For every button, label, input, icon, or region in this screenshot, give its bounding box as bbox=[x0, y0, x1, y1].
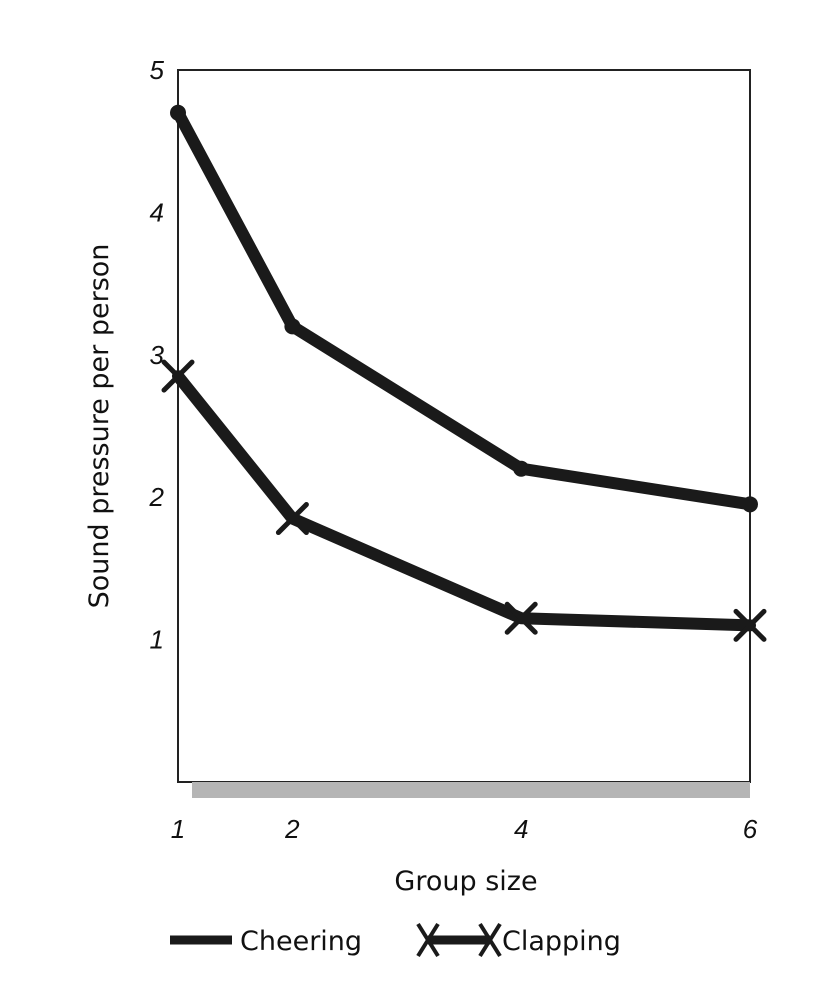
data-point-cheering bbox=[170, 104, 186, 121]
x-tick-label: 6 bbox=[743, 814, 758, 844]
y-axis-title: Sound pressure per person bbox=[84, 244, 115, 609]
legend: Cheering Clapping bbox=[170, 922, 621, 958]
data-point-cheering bbox=[742, 496, 758, 513]
x-tick-label: 4 bbox=[514, 814, 528, 844]
y-tick-label: 1 bbox=[150, 625, 164, 655]
x-axis-band bbox=[192, 782, 750, 798]
series-layer bbox=[161, 104, 767, 642]
series-line-cheering bbox=[172, 106, 756, 511]
x-tick-label: 2 bbox=[284, 814, 300, 844]
x-tick-labels: 1 2 4 6 bbox=[171, 814, 758, 844]
data-point-clapping bbox=[161, 359, 195, 393]
y-tick-label: 5 bbox=[150, 55, 165, 85]
legend-label-clapping: Clapping bbox=[502, 926, 621, 957]
data-point-clapping bbox=[275, 502, 309, 536]
data-point-cheering bbox=[513, 460, 530, 477]
data-point-clapping bbox=[504, 601, 538, 635]
y-tick-labels: 1 2 3 4 5 bbox=[149, 55, 165, 655]
plot-frame bbox=[177, 69, 751, 783]
data-point-cheering bbox=[284, 318, 301, 335]
x-axis-title: Group size bbox=[394, 866, 537, 897]
series-line-clapping bbox=[172, 370, 756, 632]
x-tick-label: 1 bbox=[171, 814, 185, 844]
legend-label-cheering: Cheering bbox=[240, 926, 362, 957]
y-tick-label: 2 bbox=[149, 482, 165, 512]
legend-swatch-clapping bbox=[416, 922, 502, 958]
y-tick-label: 3 bbox=[150, 340, 165, 370]
data-point-clapping bbox=[733, 608, 767, 642]
y-tick-label: 4 bbox=[150, 197, 164, 227]
